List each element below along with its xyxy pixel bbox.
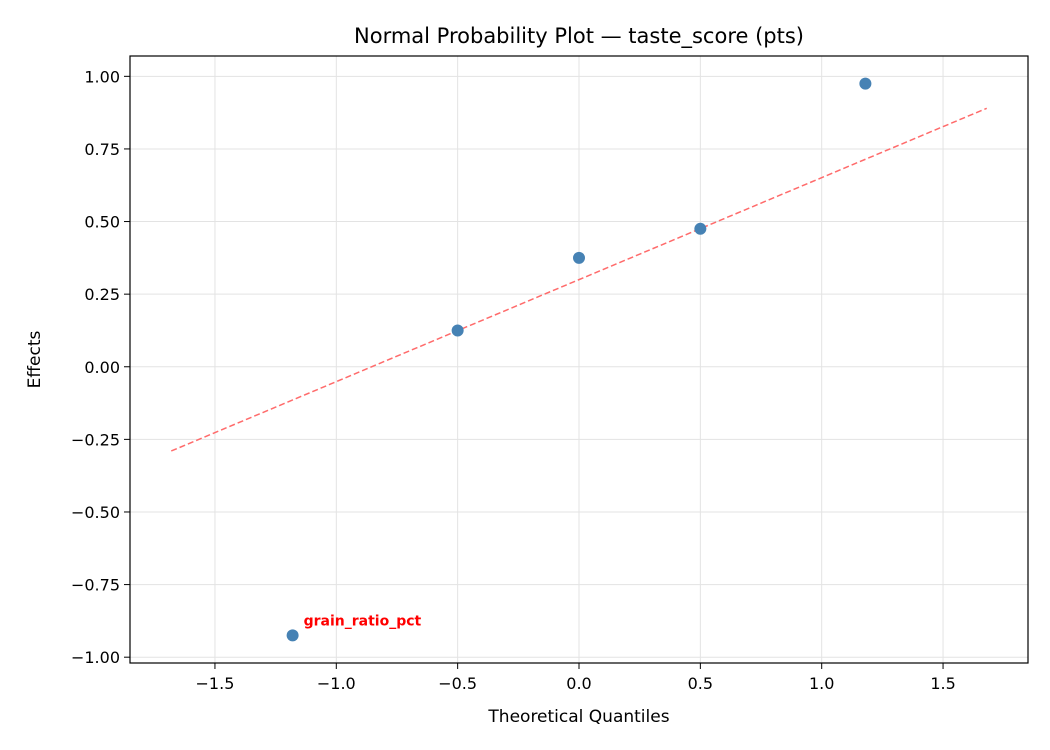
data-point — [451, 324, 464, 337]
y-tick-label: 0.75 — [84, 140, 120, 159]
reference-line — [170, 107, 988, 452]
x-tick-label: −1.5 — [196, 674, 235, 693]
x-tick-label: −0.5 — [438, 674, 477, 693]
data-point — [286, 629, 299, 642]
x-tick-label: 0.0 — [566, 674, 591, 693]
data-points — [286, 77, 872, 642]
annotations: grain_ratio_pct — [304, 613, 422, 629]
y-tick-label: −0.25 — [71, 430, 120, 449]
data-point — [694, 222, 707, 235]
x-tick-label: 0.5 — [688, 674, 713, 693]
chart-title: Normal Probability Plot — taste_score (p… — [354, 24, 804, 49]
y-axis-label: Effects — [25, 330, 45, 388]
data-point — [573, 251, 585, 264]
y-tick-label: 1.00 — [84, 67, 120, 86]
y-tick-label: 0.25 — [84, 285, 120, 304]
x-tick-label: 1.5 — [930, 674, 955, 693]
x-tick-label: −1.0 — [317, 674, 356, 693]
y-tick-label: −1.00 — [71, 648, 120, 667]
grid-lines — [130, 56, 1028, 663]
y-tick-label: −0.75 — [71, 576, 120, 595]
y-tick-label: 0.50 — [84, 213, 120, 232]
point-annotation: grain_ratio_pct — [304, 613, 422, 629]
x-axis-label: Theoretical Quantiles — [487, 707, 669, 727]
data-point — [859, 77, 872, 90]
y-tick-label: 0.00 — [84, 358, 120, 377]
x-tick-label: 1.0 — [809, 674, 834, 693]
x-axis-ticks: −1.5 −1.0 −0.5 0.0 0.5 1.0 1.5 — [196, 663, 956, 693]
y-axis-ticks: 1.00 0.75 0.50 0.25 0.00 −0.25 −0.50 −0.75 −1.00 — [71, 67, 130, 667]
reference-line-group — [170, 107, 988, 452]
y-tick-label: −0.50 — [71, 503, 120, 522]
